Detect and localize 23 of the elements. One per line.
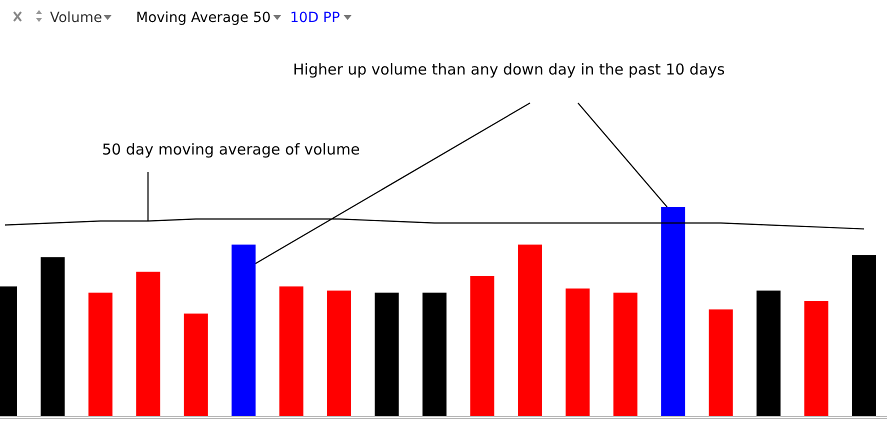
bar bbox=[40, 257, 65, 416]
bar bbox=[279, 286, 304, 416]
bar bbox=[613, 292, 638, 416]
bar bbox=[852, 255, 876, 416]
bar bbox=[708, 309, 733, 416]
bar bbox=[756, 290, 781, 416]
text: Moving Average 50 bbox=[136, 10, 271, 26]
bar bbox=[470, 276, 494, 416]
bar bbox=[136, 272, 160, 416]
bar bbox=[88, 292, 112, 416]
text: 10D PP bbox=[290, 10, 340, 26]
text: Higher up volume than any down day in the past 10 days bbox=[293, 60, 726, 78]
text: 50 day moving average of volume bbox=[102, 140, 360, 158]
bar bbox=[804, 301, 828, 416]
bar bbox=[566, 288, 590, 416]
bar bbox=[184, 314, 208, 416]
bar bbox=[661, 207, 686, 416]
bar bbox=[327, 290, 352, 416]
bar bbox=[518, 244, 542, 416]
bar bbox=[422, 292, 446, 416]
bar bbox=[232, 244, 256, 416]
text: Volume bbox=[50, 10, 102, 26]
bar bbox=[374, 292, 399, 416]
